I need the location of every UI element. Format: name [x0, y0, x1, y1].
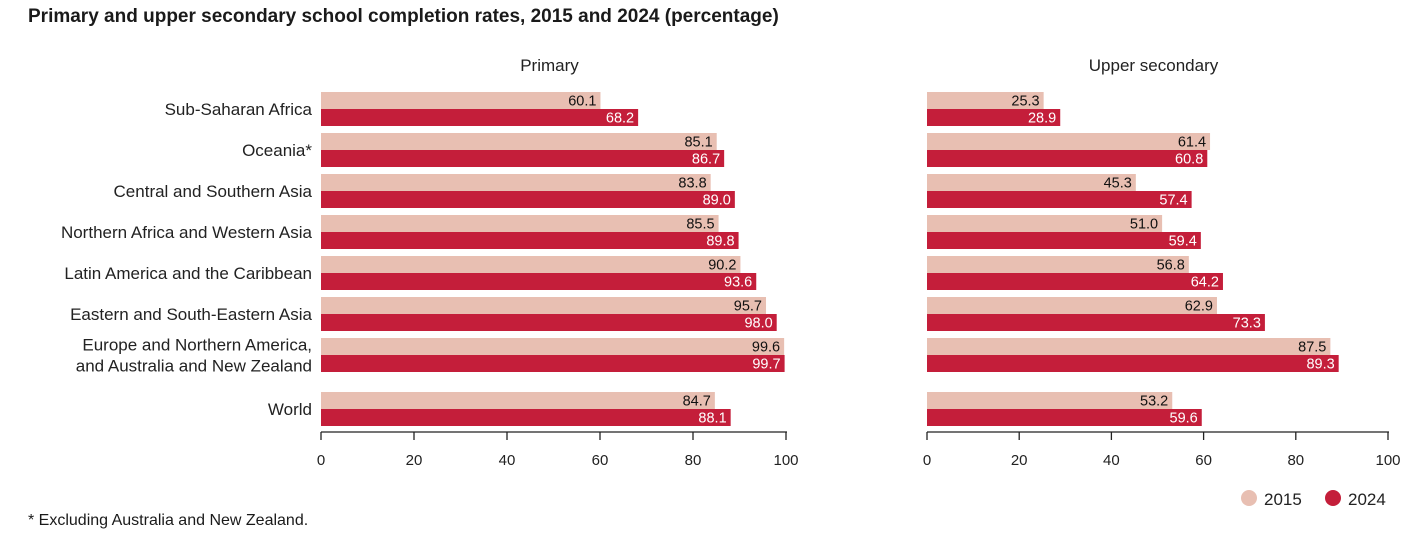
bar-value-label: 83.8 — [678, 176, 706, 192]
bar-2024 — [927, 150, 1208, 167]
chart-title: Primary and upper secondary school compl… — [28, 6, 779, 27]
bar-2015 — [321, 392, 715, 409]
x-tick-label: 20 — [1011, 452, 1028, 469]
legend-swatch-2015 — [1241, 490, 1257, 506]
bar-2015 — [927, 133, 1211, 150]
x-tick-label: 20 — [406, 452, 423, 469]
bar-value-label: 87.5 — [1298, 340, 1326, 356]
bar-2015 — [321, 133, 717, 150]
bar-2024 — [927, 109, 1061, 126]
bar-value-label: 93.6 — [724, 275, 752, 291]
x-tick-label: 60 — [1195, 452, 1212, 469]
bar-value-label: 64.2 — [1191, 275, 1219, 291]
bar-2015 — [927, 392, 1173, 409]
x-tick-label: 0 — [317, 452, 325, 469]
bar-value-label: 95.7 — [734, 299, 762, 315]
bar-2015 — [321, 256, 741, 273]
bar-value-label: 60.8 — [1175, 152, 1203, 168]
x-tick-label: 100 — [773, 452, 798, 469]
bar-value-label: 60.1 — [568, 94, 596, 110]
legend-swatch-2024 — [1325, 490, 1341, 506]
bar-2015 — [321, 297, 767, 314]
bar-value-label: 62.9 — [1185, 299, 1213, 315]
x-tick-label: 100 — [1375, 452, 1400, 469]
legend-label-2024: 2024 — [1348, 490, 1386, 509]
panel-title: Primary — [520, 56, 579, 75]
bar-value-label: 89.8 — [706, 234, 734, 250]
bar-value-label: 51.0 — [1130, 217, 1158, 233]
category-label: Oceania* — [242, 141, 312, 160]
bar-2015 — [321, 92, 601, 109]
bar-2015 — [321, 215, 719, 232]
category-label: Central and Southern Asia — [114, 182, 313, 201]
bar-value-label: 59.6 — [1170, 411, 1198, 427]
bar-value-label: 25.3 — [1011, 94, 1039, 110]
bar-2015 — [927, 174, 1136, 191]
x-tick-label: 80 — [685, 452, 702, 469]
category-label: Latin America and the Caribbean — [64, 264, 312, 283]
bar-value-label: 56.8 — [1157, 258, 1185, 274]
category-label: Northern Africa and Western Asia — [61, 223, 313, 242]
bar-2024 — [927, 191, 1192, 208]
bar-2015 — [927, 338, 1331, 355]
bar-2024 — [927, 314, 1265, 331]
bar-2024 — [927, 273, 1223, 290]
bar-value-label: 85.1 — [684, 135, 712, 151]
bar-value-label: 61.4 — [1178, 135, 1206, 151]
category-label: Europe and Northern America, — [82, 336, 312, 355]
bar-value-label: 28.9 — [1028, 111, 1056, 127]
bar-value-label: 89.0 — [703, 193, 731, 209]
bar-2024 — [321, 273, 757, 290]
bar-2024 — [321, 191, 735, 208]
bar-2015 — [927, 256, 1189, 273]
bar-value-label: 98.0 — [744, 316, 772, 332]
bar-value-label: 53.2 — [1140, 394, 1168, 410]
bar-value-label: 85.5 — [686, 217, 714, 233]
bar-value-label: 86.7 — [692, 152, 720, 168]
bar-value-label: 99.6 — [752, 340, 780, 356]
bar-2024 — [321, 314, 777, 331]
bar-value-label: 45.3 — [1104, 176, 1132, 192]
category-label: Sub-Saharan Africa — [165, 100, 313, 119]
bar-2024 — [321, 109, 639, 126]
x-tick-label: 60 — [592, 452, 609, 469]
bar-2024 — [927, 409, 1202, 426]
x-tick-label: 0 — [923, 452, 931, 469]
x-tick-label: 40 — [499, 452, 516, 469]
bar-2024 — [927, 355, 1339, 372]
bar-value-label: 99.7 — [752, 357, 780, 373]
bar-2024 — [321, 232, 739, 249]
bar-value-label: 89.3 — [1306, 357, 1334, 373]
footnote: * Excluding Australia and New Zealand. — [28, 512, 309, 529]
legend-label-2015: 2015 — [1264, 490, 1302, 509]
bar-value-label: 68.2 — [606, 111, 634, 127]
bar-value-label: 73.3 — [1233, 316, 1261, 332]
bar-value-label: 90.2 — [708, 258, 736, 274]
bar-2015 — [927, 92, 1044, 109]
category-label: and Australia and New Zealand — [76, 357, 312, 376]
bar-2024 — [321, 409, 731, 426]
bar-2024 — [927, 232, 1201, 249]
bar-2015 — [927, 297, 1217, 314]
x-tick-label: 40 — [1103, 452, 1120, 469]
panel-title: Upper secondary — [1089, 56, 1219, 75]
bar-2024 — [321, 150, 725, 167]
bar-value-label: 59.4 — [1169, 234, 1197, 250]
bar-2015 — [927, 215, 1163, 232]
category-label: Eastern and South-Eastern Asia — [70, 305, 312, 324]
bar-value-label: 57.4 — [1159, 193, 1187, 209]
bar-value-label: 84.7 — [683, 394, 711, 410]
bar-2024 — [321, 355, 785, 372]
category-label: World — [268, 400, 312, 419]
bar-value-label: 88.1 — [698, 411, 726, 427]
x-tick-label: 80 — [1287, 452, 1304, 469]
bar-2015 — [321, 338, 785, 355]
bar-2015 — [321, 174, 711, 191]
